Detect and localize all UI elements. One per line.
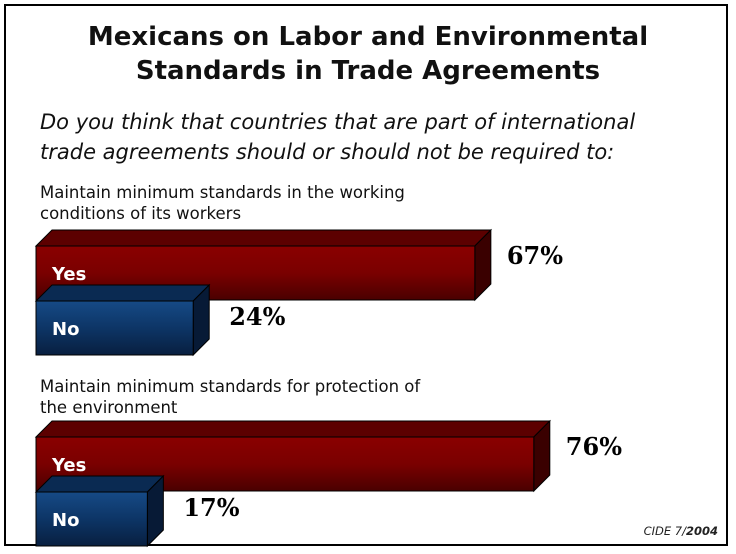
chart2-yes-value-label: 76% — [566, 432, 622, 461]
section-2-label-line-1: Maintain minimum standards for protectio… — [40, 377, 421, 396]
chart1-yes-value-label: 67% — [507, 241, 563, 270]
chart1-no-bar-top — [34, 284, 211, 302]
chart1-yes-bar-top — [34, 229, 493, 247]
chart2-no-value-label: 17% — [183, 493, 239, 522]
question-line-2: trade agreements should or should not be… — [40, 140, 615, 164]
survey-question: Do you think that countries that are par… — [40, 107, 720, 167]
section-1-label-line-2: conditions of its workers — [40, 204, 242, 223]
chart2-no-bar-top — [34, 475, 165, 493]
chart2-no-bar — [35, 491, 148, 547]
source-footer: CIDE 7/2004 — [644, 524, 718, 538]
question-line-1: Do you think that countries that are par… — [40, 110, 636, 134]
source-label: CIDE 7/ — [643, 524, 686, 538]
chart-title: Mexicans on Labor and Environmental Stan… — [6, 20, 730, 88]
chart1-yes-label: Yes — [51, 264, 86, 285]
chart1-no-value-label: 24% — [229, 302, 285, 331]
chart2-no-label: No — [52, 510, 79, 531]
section-2-label: Maintain minimum standards for protectio… — [40, 376, 560, 418]
section-1-label-line-1: Maintain minimum standards in the workin… — [40, 183, 405, 202]
title-line-2: Standards in Trade Agreements — [135, 56, 601, 86]
chart1-no-label: No — [52, 319, 79, 340]
chart1-no-bar — [35, 300, 194, 356]
chart2-yes-label: Yes — [51, 455, 86, 476]
section-1-label: Maintain minimum standards in the workin… — [40, 182, 560, 224]
title-line-1: Mexicans on Labor and Environmental — [87, 22, 649, 52]
section-2-label-line-2: the environment — [40, 398, 178, 417]
chart2-yes-bar-top — [34, 420, 552, 438]
source-year: 2004 — [685, 524, 718, 538]
